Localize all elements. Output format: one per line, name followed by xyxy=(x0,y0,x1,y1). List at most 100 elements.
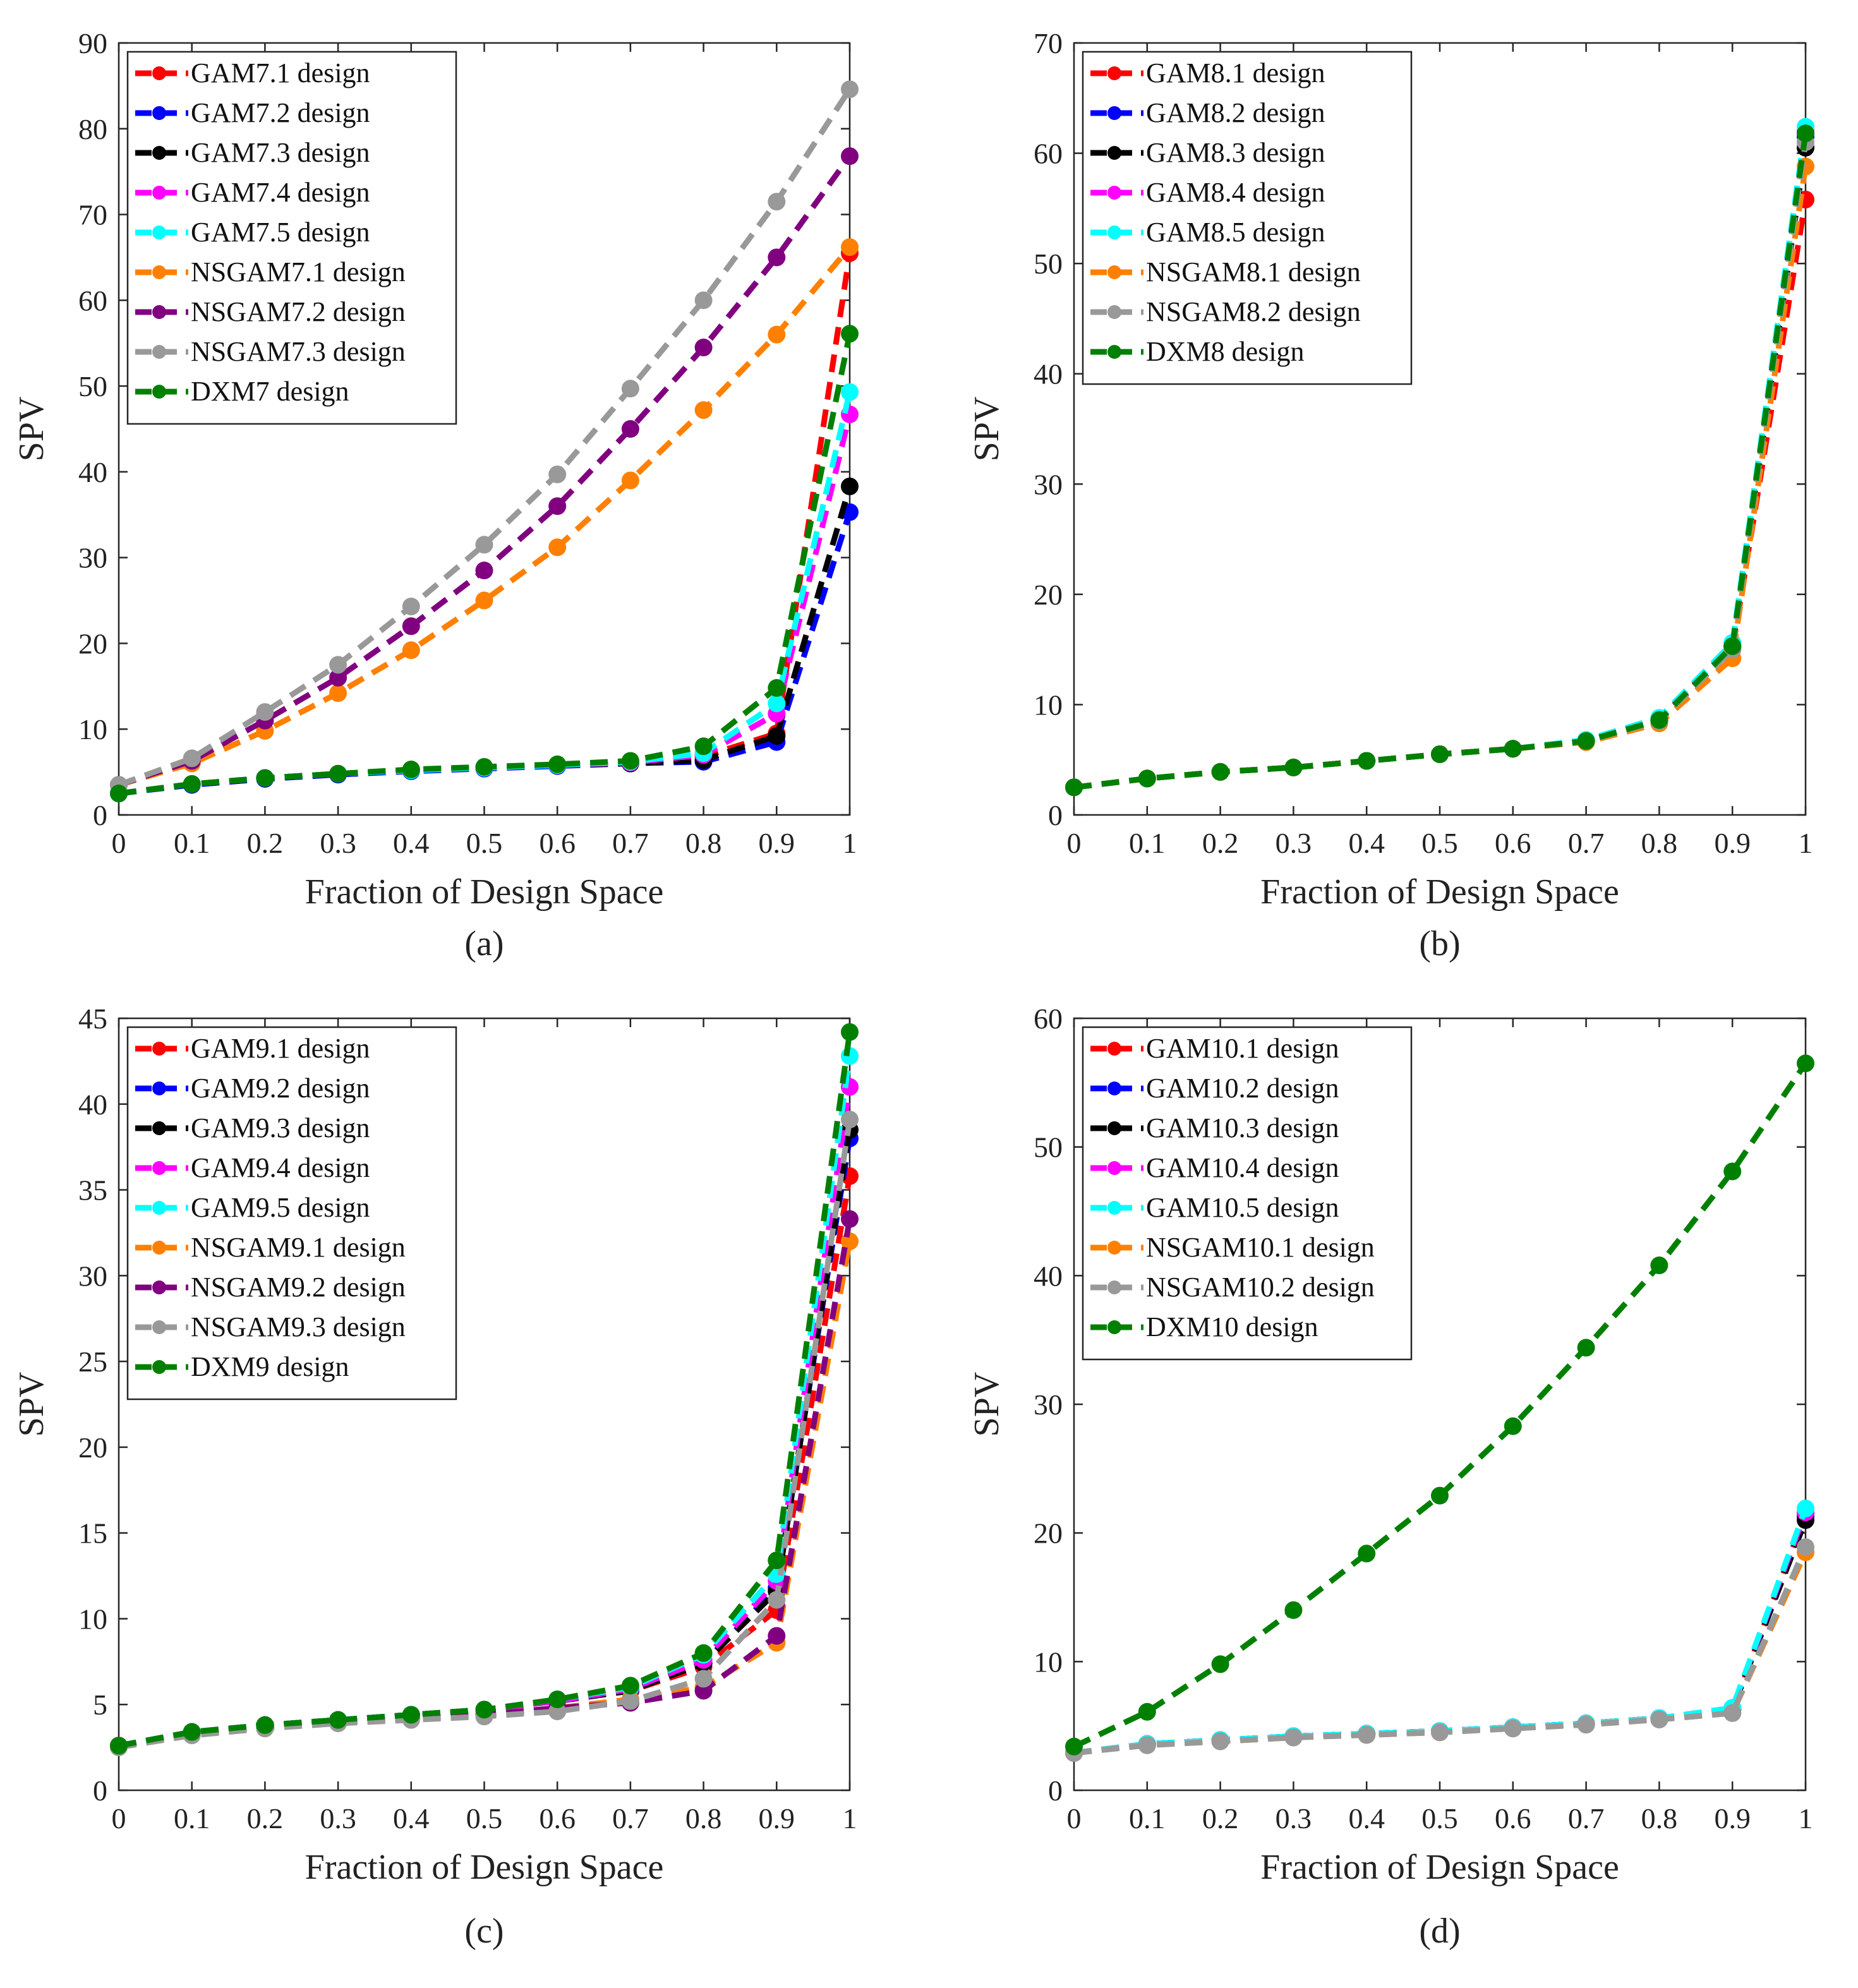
legend-item: DXM8 design xyxy=(1090,336,1305,367)
legend-label: GAM8.2 design xyxy=(1146,97,1325,128)
data-point xyxy=(1723,1162,1742,1181)
legend-item: GAM9.3 design xyxy=(135,1112,370,1143)
x-tick-label: 1 xyxy=(843,1802,857,1834)
legend-label: GAM10.4 design xyxy=(1146,1152,1339,1183)
y-tick-label: 10 xyxy=(1034,1646,1063,1678)
panel-caption: (d) xyxy=(1419,1912,1460,1951)
x-tick-label: 0.7 xyxy=(1568,827,1605,859)
x-tick-label: 0.9 xyxy=(759,827,795,859)
legend-box xyxy=(126,1026,457,1401)
x-tick-label: 0.3 xyxy=(320,1802,356,1834)
legend-box xyxy=(126,51,457,425)
legend-label: NSGAM7.1 design xyxy=(191,256,406,287)
data-point xyxy=(768,1591,786,1609)
legend-item: NSGAM10.2 design xyxy=(1090,1272,1375,1303)
x-tick-label: 0.4 xyxy=(393,827,430,859)
legend-swatch-marker xyxy=(152,66,166,80)
x-tick-label: 0.3 xyxy=(1276,827,1312,859)
data-point xyxy=(256,703,274,721)
legend-label: GAM10.1 design xyxy=(1146,1033,1339,1064)
legend-label: GAM7.3 design xyxy=(191,137,370,168)
data-point xyxy=(1431,1486,1449,1505)
data-point xyxy=(694,1644,713,1662)
data-point xyxy=(1431,1723,1449,1742)
data-point xyxy=(1284,758,1303,776)
y-tick-label: 80 xyxy=(78,113,107,145)
x-tick-label: 0.5 xyxy=(466,1802,503,1834)
x-tick-label: 0.2 xyxy=(1202,1802,1239,1834)
series-nsgam10-2-design xyxy=(1065,1538,1814,1762)
legend-swatch-marker xyxy=(152,345,166,359)
x-tick-label: 1 xyxy=(1799,1802,1813,1834)
data-point xyxy=(841,383,859,401)
legend-item: GAM7.4 design xyxy=(135,177,370,208)
legend-item: GAM9.4 design xyxy=(135,1152,370,1183)
legend-item: NSGAM7.2 design xyxy=(135,296,406,327)
data-point xyxy=(694,1670,713,1688)
series-dxm9-design xyxy=(110,1023,859,1755)
x-tick-label: 0 xyxy=(1067,827,1082,859)
legend-label: DXM8 design xyxy=(1146,336,1305,367)
y-axis-label: SPV xyxy=(12,397,51,462)
legend-swatch-marker xyxy=(152,1121,166,1135)
data-point xyxy=(1723,637,1742,655)
y-tick-label: 70 xyxy=(78,199,107,231)
data-point xyxy=(329,656,347,674)
y-tick-label: 25 xyxy=(78,1346,107,1378)
x-tick-label: 0 xyxy=(1067,1802,1082,1834)
y-tick-label: 45 xyxy=(78,1003,107,1035)
legend-swatch-marker xyxy=(1107,305,1121,319)
data-point xyxy=(1211,762,1229,781)
x-tick-label: 0.4 xyxy=(1348,1802,1385,1834)
y-tick-label: 60 xyxy=(1034,1003,1063,1035)
x-tick-label: 0.1 xyxy=(1129,1802,1166,1834)
x-axis-label: Fraction of Design Space xyxy=(1260,1848,1619,1887)
y-tick-label: 30 xyxy=(78,1260,107,1292)
y-tick-label: 40 xyxy=(78,456,107,488)
legend-label: GAM9.5 design xyxy=(191,1192,370,1223)
data-point xyxy=(402,641,420,660)
y-tick-label: 50 xyxy=(78,370,107,402)
x-tick-label: 0.7 xyxy=(612,827,649,859)
legend-label: GAM8.5 design xyxy=(1146,217,1325,248)
data-point xyxy=(329,1711,347,1729)
data-point xyxy=(1797,124,1814,143)
legend-item: GAM10.2 design xyxy=(1090,1073,1339,1104)
legend-item: GAM7.3 design xyxy=(135,137,370,168)
data-point xyxy=(1138,1736,1156,1754)
legend-label: NSGAM7.3 design xyxy=(191,336,406,367)
legend-item: GAM8.4 design xyxy=(1090,177,1325,208)
series-dxm10-design xyxy=(1065,1054,1814,1756)
y-tick-label: 0 xyxy=(93,799,107,831)
data-point xyxy=(841,80,859,99)
legend-label: GAM9.3 design xyxy=(191,1112,370,1143)
legend-label: GAM8.3 design xyxy=(1146,137,1325,168)
legend-label: GAM7.1 design xyxy=(191,57,370,88)
data-point xyxy=(1358,1545,1376,1563)
y-tick-label: 10 xyxy=(78,1603,107,1635)
data-point xyxy=(768,727,786,745)
x-tick-label: 0.2 xyxy=(247,1802,284,1834)
y-tick-label: 30 xyxy=(1034,468,1063,500)
y-tick-label: 0 xyxy=(1048,1774,1063,1807)
legend-item: NSGAM7.1 design xyxy=(135,256,406,287)
data-point xyxy=(1723,1704,1742,1722)
legend-swatch-marker xyxy=(1107,226,1121,239)
legend-swatch-marker xyxy=(1107,1081,1121,1095)
data-point xyxy=(694,339,713,357)
data-point xyxy=(1284,1601,1303,1619)
x-tick-label: 0.8 xyxy=(685,827,722,859)
legend-item: GAM8.1 design xyxy=(1090,57,1325,88)
series-dxm8-design xyxy=(1065,124,1814,797)
x-tick-label: 0.3 xyxy=(1276,1802,1312,1834)
y-tick-label: 20 xyxy=(78,627,107,660)
y-tick-label: 40 xyxy=(78,1088,107,1121)
legend-label: GAM9.1 design xyxy=(191,1033,370,1064)
y-tick-label: 0 xyxy=(93,1774,107,1807)
legend-item: DXM9 design xyxy=(135,1351,349,1382)
panel-caption: (b) xyxy=(1419,924,1460,963)
data-point xyxy=(110,1737,128,1755)
series-nsgam7-2-design xyxy=(110,147,859,794)
legend-item: GAM7.2 design xyxy=(135,97,370,128)
legend-item: NSGAM7.3 design xyxy=(135,336,406,367)
